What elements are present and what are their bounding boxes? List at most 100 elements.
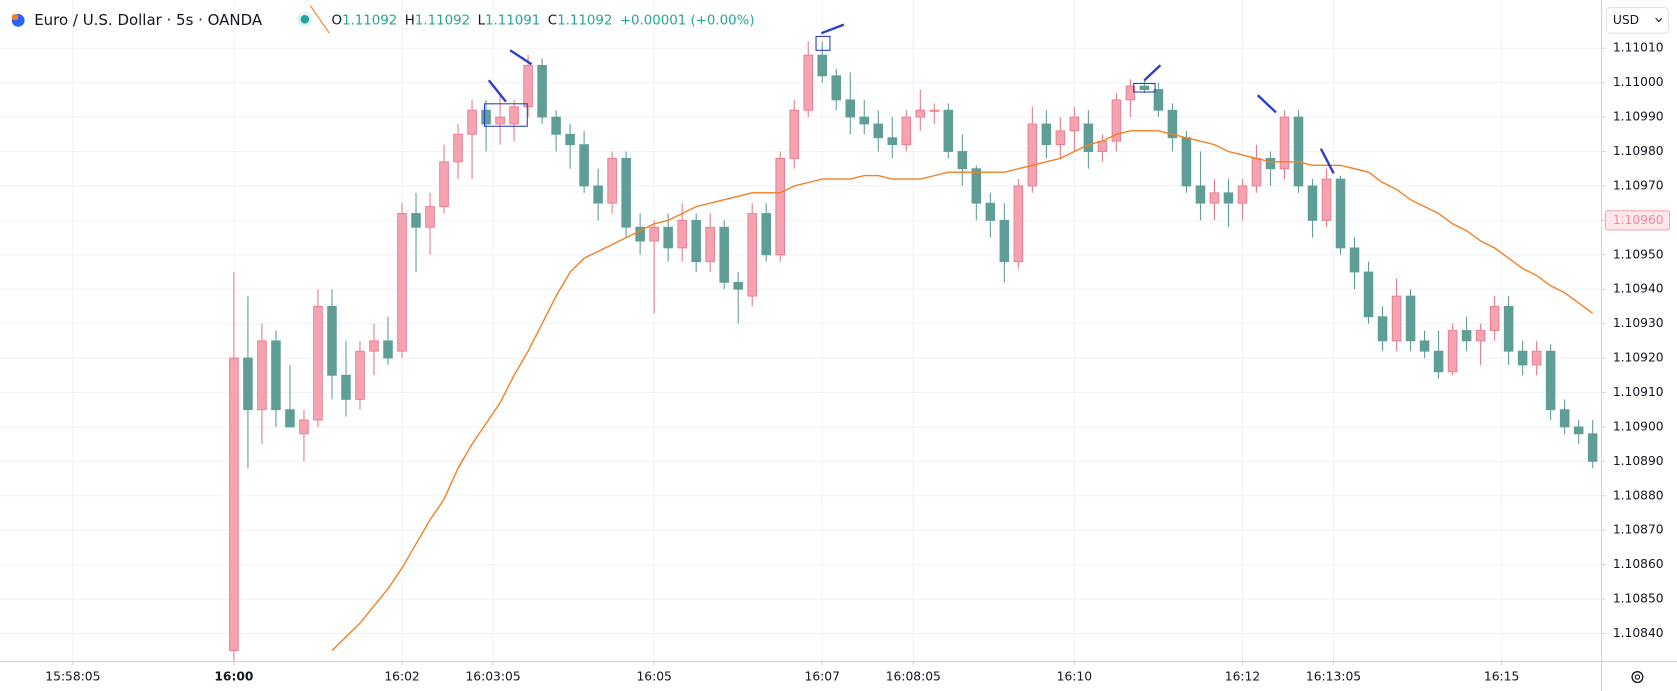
y-tick-label: 1.10990 bbox=[1613, 110, 1664, 124]
drawing-line bbox=[1256, 94, 1277, 114]
candle-body bbox=[523, 65, 533, 108]
candle-body bbox=[901, 116, 912, 146]
candle-body bbox=[1321, 178, 1332, 221]
candle-body bbox=[397, 213, 407, 352]
axes: 1.10840 1.10850 1.10860 1.10870 1.10880 1.108… bbox=[45, 41, 1671, 684]
candle-body bbox=[1391, 295, 1402, 342]
status-icon bbox=[300, 15, 310, 24]
symbol-title[interactable]: Euro / U.S. Dollar · 5s · OANDA bbox=[34, 11, 263, 29]
candle-body bbox=[1153, 89, 1164, 111]
y-tick-label: 1.10980 bbox=[1613, 144, 1664, 158]
candle-body bbox=[761, 213, 771, 256]
legend-value: 1.11092 bbox=[557, 13, 612, 28]
y-tick-label: 1.10860 bbox=[1613, 557, 1664, 571]
candle-body bbox=[369, 340, 379, 352]
candle-body bbox=[943, 109, 954, 152]
y-tick-label: 1.10870 bbox=[1613, 523, 1664, 537]
candle-body bbox=[691, 219, 701, 263]
symbol-icon bbox=[11, 13, 19, 21]
y-tick-label: 1.11010 bbox=[1613, 41, 1664, 55]
candle-body bbox=[1307, 185, 1318, 221]
ohlc-legend: O 1.11092 H 1.11092 L 1.11091 C 1.11092 +0.00001… bbox=[332, 13, 755, 28]
candle-body bbox=[257, 340, 267, 411]
currency-caret bbox=[1655, 17, 1663, 23]
legend-value: +0.00001 (+0.00%) bbox=[620, 13, 755, 28]
candle-body bbox=[537, 65, 547, 118]
settings-icon bbox=[1634, 674, 1641, 680]
candle-body bbox=[1335, 178, 1346, 249]
y-tick-label: 1.11000 bbox=[1613, 75, 1664, 89]
candle-body bbox=[705, 226, 715, 263]
x-tick-label: 16:15 bbox=[1484, 670, 1519, 684]
candle-body bbox=[1027, 123, 1038, 187]
candle-body bbox=[1363, 271, 1374, 318]
candle-body bbox=[1083, 123, 1094, 152]
y-tick-label: 1.10950 bbox=[1613, 247, 1664, 261]
candle-body bbox=[1293, 116, 1304, 187]
drawing-box bbox=[815, 35, 831, 51]
candle-body bbox=[1139, 85, 1150, 90]
moving-average bbox=[331, 130, 1594, 652]
candle-body bbox=[551, 116, 561, 135]
candle-body bbox=[1573, 426, 1584, 435]
candle-body bbox=[411, 213, 421, 228]
candle-body bbox=[1405, 295, 1416, 342]
candle-body bbox=[383, 340, 393, 359]
candle-body bbox=[817, 54, 828, 77]
drawings bbox=[483, 23, 1335, 174]
candle-body bbox=[453, 133, 463, 163]
candle-body bbox=[1195, 185, 1206, 204]
x-tick-label: 16:12 bbox=[1225, 670, 1260, 684]
drawing-line bbox=[1319, 148, 1335, 174]
currency-button[interactable] bbox=[1605, 6, 1669, 34]
candle-body bbox=[677, 219, 687, 249]
candle-body bbox=[271, 340, 281, 411]
legend-value: 1.11092 bbox=[415, 13, 470, 28]
candle-body bbox=[859, 116, 870, 125]
candle-body bbox=[1097, 140, 1108, 152]
x-tick-label: 15:58:05 bbox=[45, 670, 100, 684]
candle-body bbox=[1209, 192, 1220, 204]
candle-body bbox=[1475, 330, 1486, 342]
legend-value: 1.11092 bbox=[342, 13, 397, 28]
y-tick-label: 1.10910 bbox=[1613, 385, 1664, 399]
settings-icon[interactable] bbox=[1631, 671, 1644, 684]
candle-body bbox=[439, 161, 449, 208]
candle-body bbox=[1055, 130, 1066, 146]
currency-label[interactable]: USD bbox=[1613, 13, 1639, 27]
candle-body bbox=[1433, 350, 1444, 373]
candle-body bbox=[1447, 330, 1458, 373]
candle-body bbox=[887, 137, 898, 146]
candle-body bbox=[929, 109, 940, 112]
last-price-label: 1.10960 bbox=[1613, 213, 1664, 227]
y-tick-label: 1.10900 bbox=[1613, 419, 1664, 433]
candle-body bbox=[327, 306, 337, 376]
x-tick-label: 16:08:05 bbox=[886, 670, 941, 684]
candle-body bbox=[733, 281, 743, 290]
x-tick-label: 16:13:05 bbox=[1306, 670, 1361, 684]
drawing-box bbox=[483, 103, 528, 127]
candle-body bbox=[775, 157, 785, 256]
drawing-line bbox=[509, 49, 533, 66]
candle-body bbox=[649, 226, 659, 242]
candle-body bbox=[1167, 109, 1178, 139]
candle-body bbox=[1251, 157, 1262, 187]
x-tick-label: 16:03:05 bbox=[465, 670, 520, 684]
candle-body bbox=[985, 202, 996, 221]
y-tick-label: 1.10970 bbox=[1613, 178, 1664, 192]
candle-body bbox=[621, 157, 631, 228]
candle-body bbox=[1531, 350, 1542, 366]
y-tick-label: 1.10920 bbox=[1613, 351, 1664, 365]
x-tick-label: 16:05 bbox=[636, 670, 671, 684]
legend-key: L bbox=[478, 13, 486, 28]
candle-body bbox=[1223, 192, 1234, 204]
candle-body bbox=[481, 109, 491, 125]
candle-body bbox=[831, 75, 842, 101]
plot-area bbox=[229, 41, 1598, 662]
candle-body bbox=[285, 409, 295, 428]
y-tick-label: 1.10850 bbox=[1613, 592, 1664, 606]
candle-body bbox=[1559, 409, 1570, 428]
candle-body bbox=[1265, 157, 1276, 170]
